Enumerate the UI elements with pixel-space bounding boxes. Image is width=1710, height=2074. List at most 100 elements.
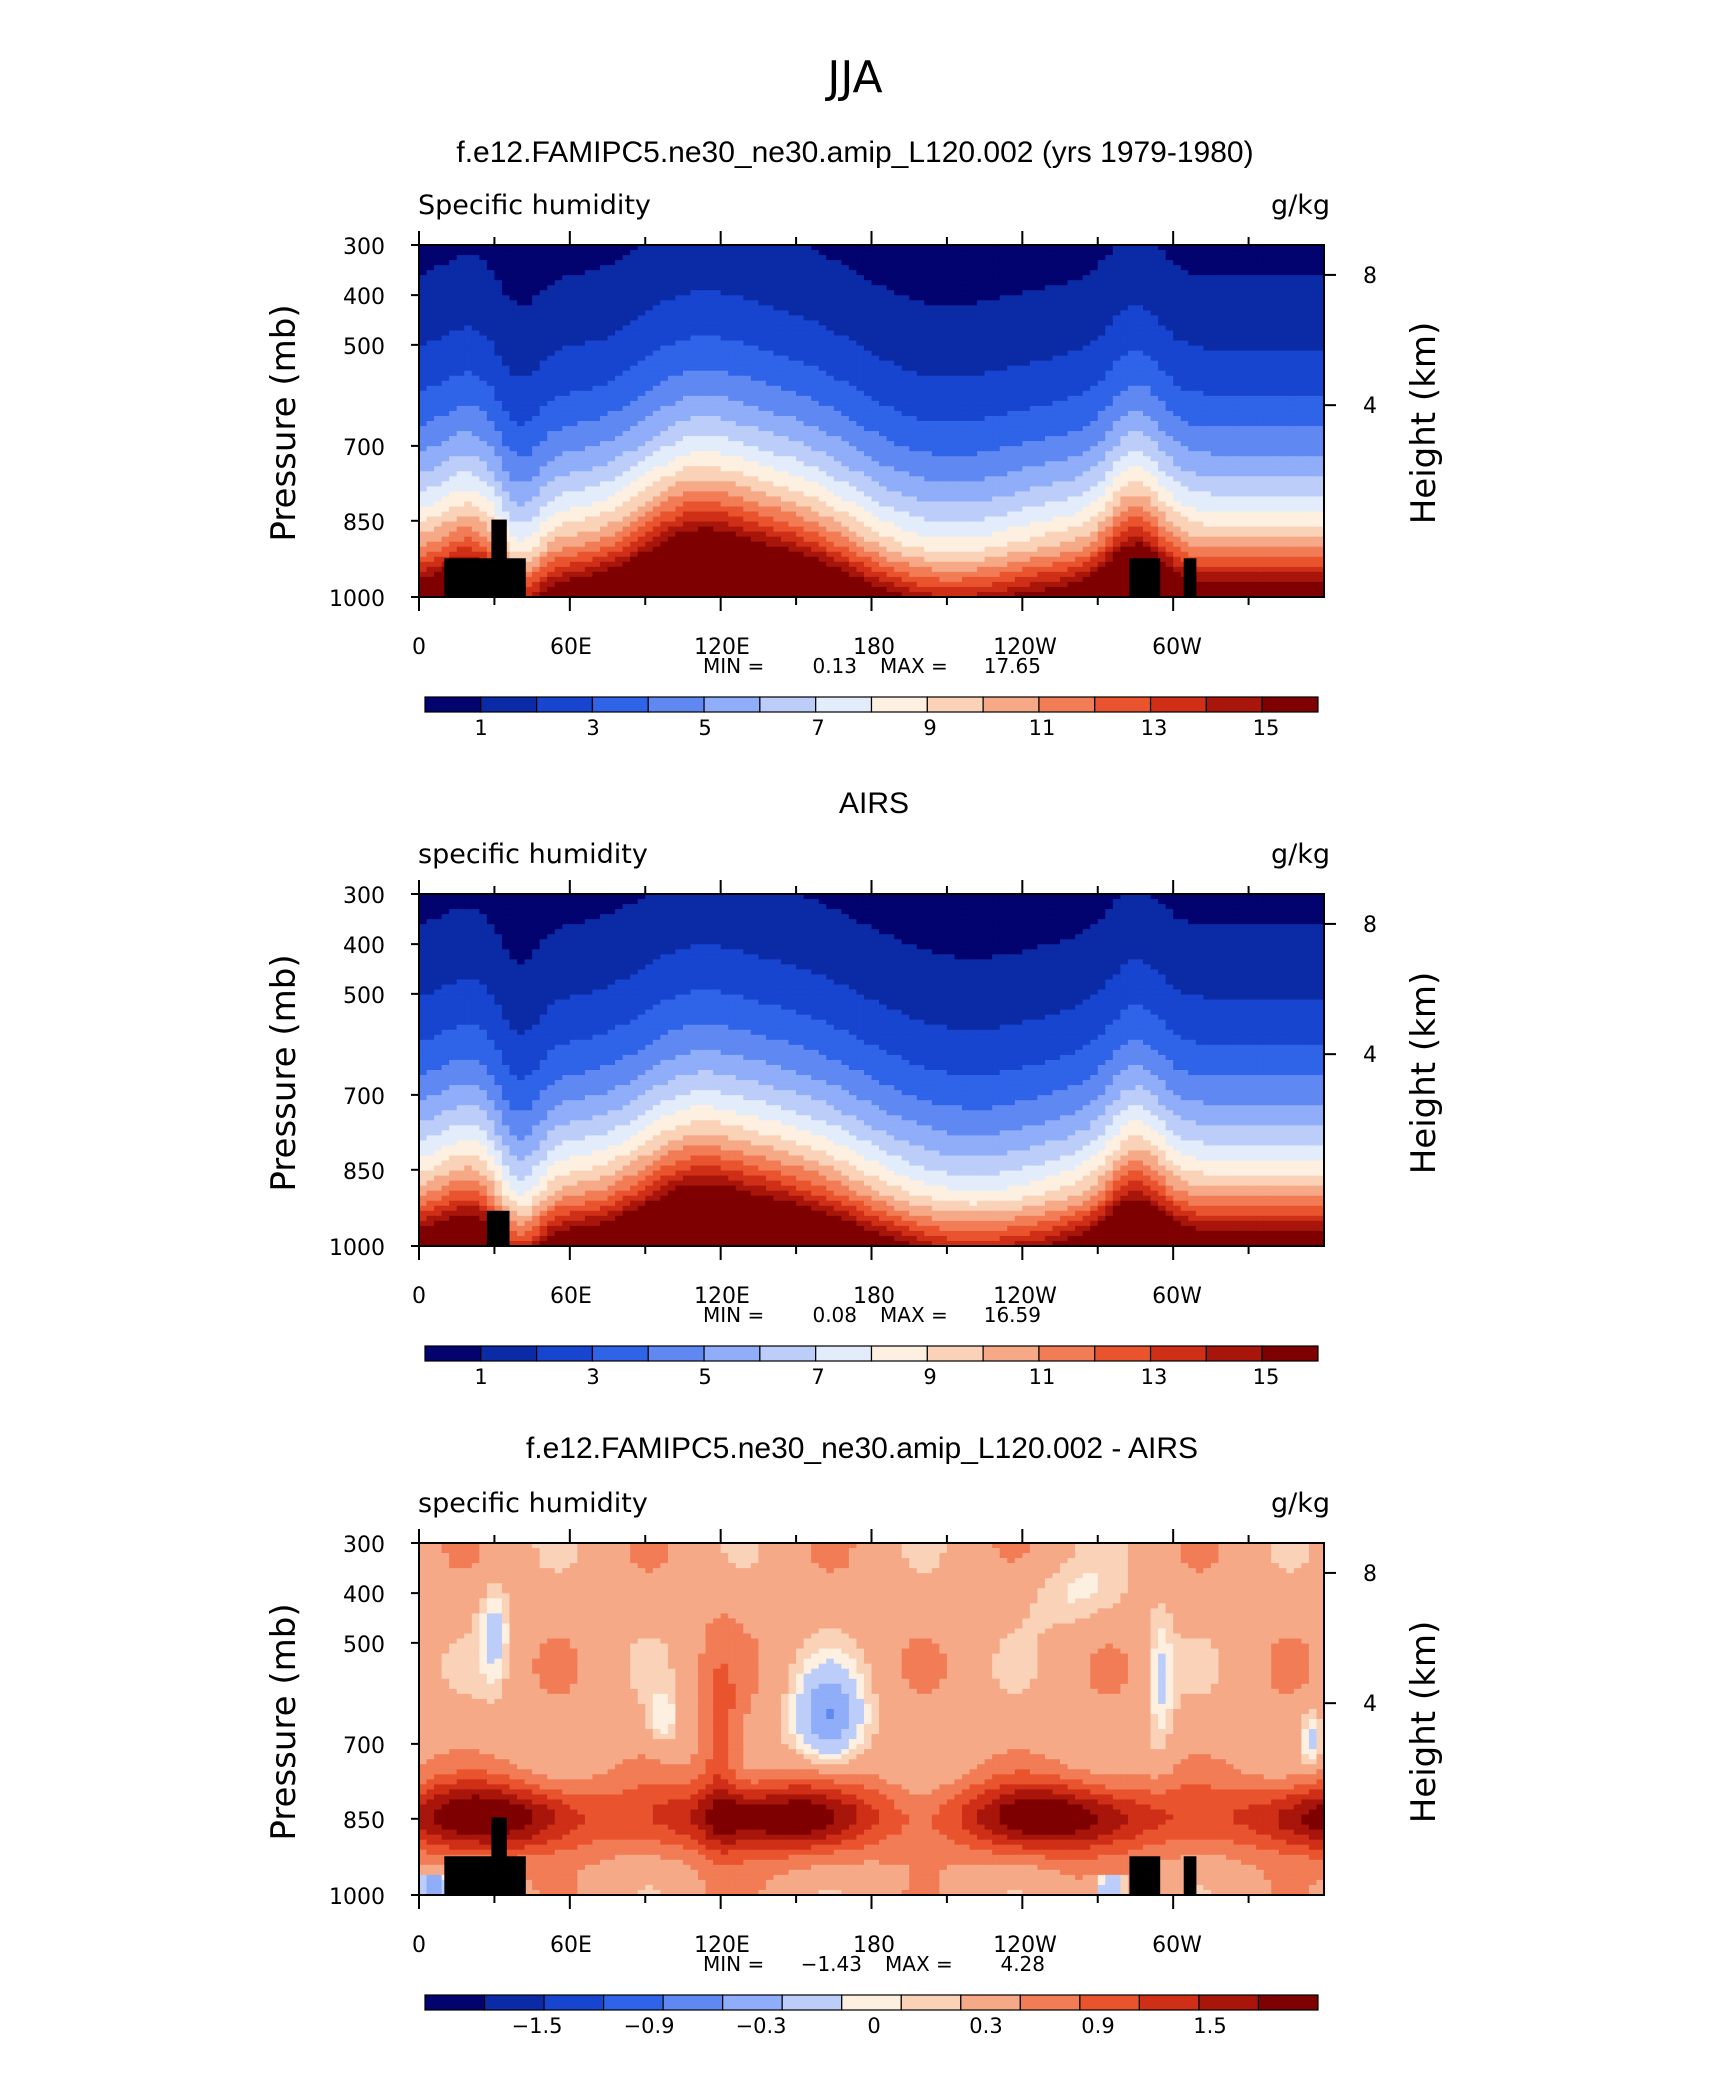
field-cell xyxy=(577,305,586,311)
field-cell xyxy=(1263,280,1272,286)
field-cell xyxy=(969,400,978,407)
field-cell xyxy=(1203,441,1212,447)
field-cell xyxy=(652,436,661,442)
field-cell xyxy=(735,395,744,402)
field-cell xyxy=(690,380,699,387)
field-cell xyxy=(426,451,435,457)
field-cell xyxy=(1090,285,1099,291)
field-cell xyxy=(464,390,473,397)
field-cell xyxy=(728,350,737,357)
field-cell xyxy=(811,305,820,311)
field-cell xyxy=(1256,250,1265,256)
field-cell xyxy=(1022,335,1031,342)
field-cell xyxy=(652,426,661,432)
field-cell xyxy=(863,285,873,291)
field-cell xyxy=(584,375,594,382)
field-cell xyxy=(630,410,639,417)
field-cell xyxy=(539,255,548,261)
field-cell xyxy=(1195,360,1204,367)
field-cell xyxy=(924,421,933,427)
field-cell xyxy=(1218,431,1227,437)
field-cell xyxy=(728,285,737,291)
field-cell xyxy=(1097,426,1106,432)
field-cell xyxy=(977,285,986,291)
field-cell xyxy=(1301,335,1310,342)
field-cell xyxy=(486,315,496,322)
field-cell xyxy=(1210,436,1220,442)
field-cell xyxy=(1248,441,1257,447)
field-cell xyxy=(547,280,556,286)
field-cell xyxy=(886,451,895,457)
field-cell xyxy=(939,370,948,377)
field-cell xyxy=(705,245,714,251)
field-cell xyxy=(1316,280,1325,286)
field-cell xyxy=(818,390,827,397)
field-cell xyxy=(796,340,805,347)
field-cell xyxy=(886,385,895,392)
field-cell xyxy=(939,436,948,442)
field-cell xyxy=(615,405,624,412)
field-cell xyxy=(554,370,563,377)
field-cell xyxy=(931,310,940,316)
field-cell xyxy=(856,370,865,377)
field-cell xyxy=(1188,436,1197,442)
field-cell xyxy=(630,431,639,437)
field-cell xyxy=(486,415,496,422)
field-cell xyxy=(1173,410,1182,417)
field-cell xyxy=(1293,421,1302,427)
field-cell xyxy=(675,285,684,291)
field-cell xyxy=(826,405,835,412)
field-cell xyxy=(939,265,948,271)
field-cell xyxy=(984,446,993,452)
field-cell xyxy=(894,421,903,427)
field-cell xyxy=(456,365,465,372)
field-cell xyxy=(992,255,1001,261)
field-cell xyxy=(600,400,609,407)
field-cell xyxy=(773,315,782,322)
field-cell xyxy=(1135,360,1144,367)
field-cell xyxy=(750,310,759,316)
field-cell xyxy=(1090,275,1099,281)
field-cell xyxy=(615,421,624,427)
field-cell xyxy=(931,370,940,377)
field-cell xyxy=(977,365,986,372)
field-cell xyxy=(1158,340,1167,347)
field-cell xyxy=(1097,305,1106,311)
field-cell xyxy=(1180,395,1189,402)
field-cell xyxy=(1316,360,1325,367)
field-cell xyxy=(652,360,661,367)
field-cell xyxy=(833,380,842,387)
field-cell xyxy=(1082,305,1091,311)
field-cell xyxy=(1158,275,1167,281)
field-cell xyxy=(622,295,631,301)
field-cell xyxy=(1301,385,1310,392)
field-cell xyxy=(1135,436,1144,442)
field-cell xyxy=(1150,426,1159,432)
field-cell xyxy=(1135,310,1144,316)
field-cell xyxy=(1256,395,1265,402)
field-cell xyxy=(1082,370,1091,377)
field-cell xyxy=(1067,355,1076,362)
field-cell xyxy=(856,300,865,306)
field-cell xyxy=(1067,295,1076,301)
field-cell xyxy=(1120,446,1129,452)
field-cell xyxy=(999,345,1008,352)
field-cell xyxy=(554,355,563,362)
field-cell xyxy=(758,245,767,251)
field-cell xyxy=(1301,350,1310,357)
field-cell xyxy=(863,390,873,397)
field-cell xyxy=(1082,335,1091,342)
field-cell xyxy=(501,451,511,457)
field-cell xyxy=(464,441,473,447)
field-cell xyxy=(1293,245,1302,251)
field-cell xyxy=(720,350,729,357)
field-cell xyxy=(532,340,541,347)
field-cell xyxy=(1165,305,1174,311)
field-cell xyxy=(1067,395,1076,402)
field-cell xyxy=(758,405,767,412)
field-cell xyxy=(992,441,1001,447)
field-cell xyxy=(1248,245,1257,251)
field-cell xyxy=(796,280,805,286)
field-cell xyxy=(622,355,631,362)
field-cell xyxy=(1097,446,1106,452)
